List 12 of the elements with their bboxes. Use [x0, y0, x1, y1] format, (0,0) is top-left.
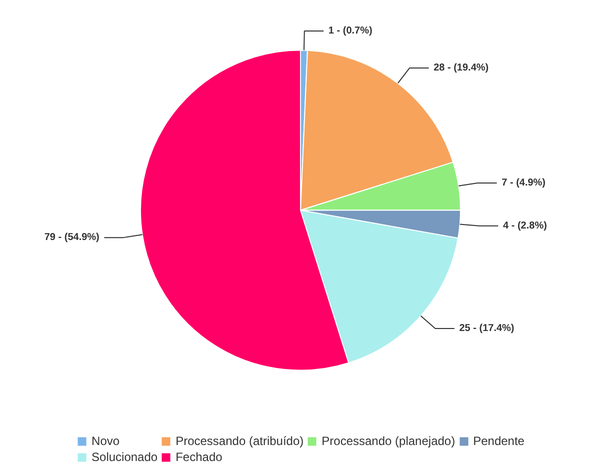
legend-label: Processando (planejado)	[322, 434, 456, 448]
data-label: 28 - (19.4%)	[434, 62, 489, 74]
data-label: 4 - (2.8%)	[503, 220, 547, 232]
data-label: 79 - (54.9%)	[44, 232, 100, 244]
data-label: 7 - (4.9%)	[502, 177, 546, 188]
legend-label: Solucionado	[92, 450, 158, 464]
legend-label: Novo	[92, 434, 120, 448]
data-label: 1 - (0.7%)	[328, 25, 372, 36]
legend-label: Fechado	[176, 450, 222, 464]
legend-label: Pendente	[473, 434, 524, 448]
data-label: 25 - (17.4%)	[459, 323, 514, 334]
legend-label: Processando (atribuído)	[176, 434, 304, 448]
